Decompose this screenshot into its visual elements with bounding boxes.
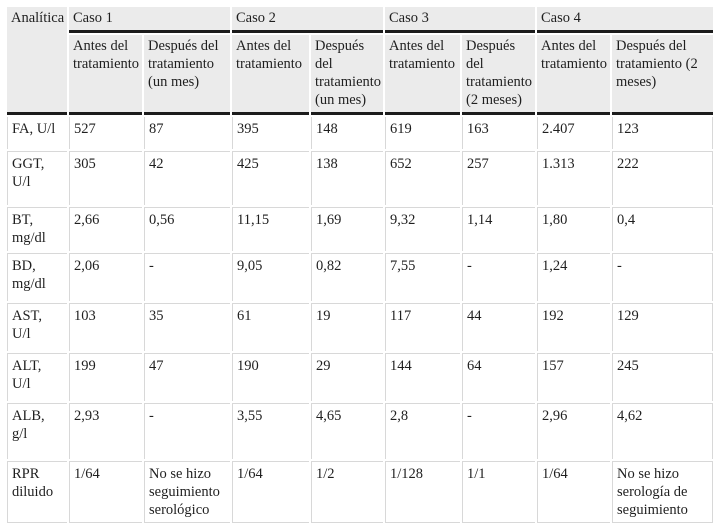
value-cell: 3,55 [232,403,309,459]
value-cell: 157 [537,353,610,401]
table-row: ALT, U/l 199 47 190 29 144 64 157 245 [7,353,713,401]
analyte-row-label: RPR diluido [7,461,67,523]
value-cell: 163 [462,117,535,149]
table-row: BD, mg/dl 2,06 - 9,05 0,82 7,55 - 1,24 - [7,253,713,301]
value-cell: 2,66 [69,207,142,251]
subheader-case1-antes: Antes del tratamiento [69,35,142,115]
analyte-row-label: BT, mg/dl [7,207,67,251]
value-cell: 7,55 [385,253,460,301]
value-cell: 0,56 [144,207,230,251]
value-cell: - [144,403,230,459]
value-cell: 11,15 [232,207,309,251]
value-cell: 1,80 [537,207,610,251]
value-cell: 425 [232,151,309,205]
value-cell: 1/64 [537,461,610,523]
value-cell: 35 [144,303,230,351]
value-cell: 117 [385,303,460,351]
value-cell: 527 [69,117,142,149]
value-cell: 4,62 [612,403,713,459]
value-cell: 44 [462,303,535,351]
subheader-case4-despues: Después del tratamiento (2 meses) [612,35,713,115]
table-row: ALB, g/l 2,93 - 3,55 4,65 2,8 - 2,96 4,6… [7,403,713,459]
value-cell: 87 [144,117,230,149]
value-cell: 1/64 [69,461,142,523]
value-cell: 257 [462,151,535,205]
value-cell: No se hizo seguimiento serológico [144,461,230,523]
case-3-header: Caso 3 [385,7,535,33]
case-2-header: Caso 2 [232,7,383,33]
value-cell: 1.313 [537,151,610,205]
table-row: AST, U/l 103 35 61 19 117 44 192 129 [7,303,713,351]
case-header-row: Analítica Caso 1 Caso 2 Caso 3 Caso 4 [7,7,713,115]
table-row: RPR diluido 1/64 No se hizo seguimiento … [7,461,713,523]
value-cell: 123 [612,117,713,149]
value-cell: 2,8 [385,403,460,459]
value-cell: 1,69 [311,207,383,251]
analyte-row-label: ALT, U/l [7,353,67,401]
analyte-row-label: ALB, g/l [7,403,67,459]
value-cell: 42 [144,151,230,205]
value-cell: 148 [311,117,383,149]
value-cell: 190 [232,353,309,401]
value-cell: 9,32 [385,207,460,251]
value-cell: 61 [232,303,309,351]
value-cell: 1/1 [462,461,535,523]
table-row: FA, U/l 527 87 395 148 619 163 2.407 123 [7,117,713,149]
value-cell: 305 [69,151,142,205]
subcolumn-header-row: Antes del tratamiento Después del tratam… [7,35,713,115]
value-cell: 47 [144,353,230,401]
value-cell: 1,14 [462,207,535,251]
subheader-case3-despues: Después del tratamiento (2 meses) [462,35,535,115]
value-cell: 192 [537,303,610,351]
value-cell: - [612,253,713,301]
value-cell: 0,4 [612,207,713,251]
value-cell: 4,65 [311,403,383,459]
table-row: BT, mg/dl 2,66 0,56 11,15 1,69 9,32 1,14… [7,207,713,251]
value-cell: 19 [311,303,383,351]
analyte-row-label: FA, U/l [7,117,67,149]
case-1-header: Caso 1 [69,7,230,33]
analyte-row-label: AST, U/l [7,303,67,351]
subheader-case2-despues: Después del tratamiento (un mes) [311,35,383,115]
value-cell: - [462,403,535,459]
value-cell: - [144,253,230,301]
analyte-row-label: GGT, U/l [7,151,67,205]
value-cell: 1,24 [537,253,610,301]
value-cell: 144 [385,353,460,401]
analyte-row-label: BD, mg/dl [7,253,67,301]
value-cell: 2.407 [537,117,610,149]
value-cell: 2,93 [69,403,142,459]
subheader-case2-antes: Antes del tratamiento [232,35,309,115]
corner-header-analitica: Analítica [7,7,67,115]
value-cell: 0,82 [311,253,383,301]
value-cell: 9,05 [232,253,309,301]
value-cell: 103 [69,303,142,351]
value-cell: 199 [69,353,142,401]
value-cell: 129 [612,303,713,351]
value-cell: 1/64 [232,461,309,523]
value-cell: 2,06 [69,253,142,301]
subheader-case1-despues: Después del tratamiento (un mes) [144,35,230,115]
subheader-case4-antes: Antes del tratamiento [537,35,610,115]
subheader-case3-antes: Antes del tratamiento [385,35,460,115]
value-cell: 2,96 [537,403,610,459]
value-cell: 1/128 [385,461,460,523]
value-cell: 619 [385,117,460,149]
value-cell: 395 [232,117,309,149]
lab-results-table: Analítica Caso 1 Caso 2 Caso 3 Caso 4 An… [5,5,715,525]
value-cell: 138 [311,151,383,205]
value-cell: 652 [385,151,460,205]
value-cell: 245 [612,353,713,401]
value-cell: 64 [462,353,535,401]
table-row: GGT, U/l 305 42 425 138 652 257 1.313 22… [7,151,713,205]
value-cell: No se hizo serología de seguimiento [612,461,713,523]
value-cell: 222 [612,151,713,205]
case-4-header: Caso 4 [537,7,713,33]
value-cell: 29 [311,353,383,401]
value-cell: - [462,253,535,301]
value-cell: 1/2 [311,461,383,523]
